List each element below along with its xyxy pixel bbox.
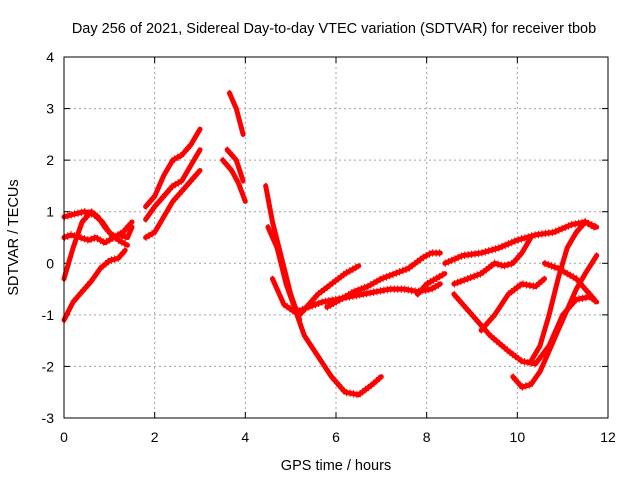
series-trace-9-texture [226, 146, 244, 179]
series-trace-12-texture [267, 223, 382, 393]
x-tick-label: 6 [332, 429, 340, 445]
series-trace-22 [528, 219, 597, 364]
series-trace-15-texture [326, 255, 441, 311]
y-tick-label: 4 [46, 49, 54, 65]
series-trace-7-texture [145, 167, 201, 236]
series-trace-21 [510, 253, 600, 390]
series-trace-17-texture [444, 224, 598, 267]
series-trace-10-texture [222, 162, 247, 205]
y-tick-label: 1 [46, 204, 54, 220]
x-tick-label: 4 [241, 429, 249, 445]
x-tick-label: 8 [423, 429, 431, 445]
series-trace-17-texture [444, 218, 598, 261]
x-tick-label: 10 [510, 429, 526, 445]
series-trace-7-texture [145, 173, 201, 242]
series-trace-15 [324, 250, 443, 310]
series-trace-23 [542, 260, 597, 302]
series-trace-12-texture [267, 229, 382, 399]
y-tick-label: -3 [42, 410, 55, 426]
plot-series [61, 89, 600, 399]
series-trace-3 [61, 209, 130, 248]
series-trace-16 [415, 271, 448, 297]
series-trace-14 [297, 263, 362, 318]
series-trace-9-texture [226, 152, 244, 185]
series-trace-13 [270, 276, 443, 315]
series-trace-15-texture [326, 249, 441, 305]
series-trace-19 [478, 276, 547, 333]
series-trace-2 [61, 224, 135, 246]
series-trace-3-texture [63, 207, 128, 243]
x-tick-label: 12 [600, 429, 616, 445]
series-trace-18-texture [453, 296, 598, 368]
series-trace-12 [265, 224, 384, 398]
series-trace-7 [143, 168, 203, 240]
series-trace-4-texture [63, 252, 126, 324]
series-trace-4 [61, 247, 128, 323]
series-trace-8 [227, 90, 246, 137]
series-trace-10 [220, 157, 248, 204]
y-tick-label: 3 [46, 101, 54, 117]
series-trace-10-texture [222, 156, 247, 199]
chart-title: Day 256 of 2021, Sidereal Day-to-day VTE… [72, 21, 596, 37]
x-tick-label: 0 [60, 429, 68, 445]
series-trace-11-texture [264, 182, 301, 318]
y-tick-label: 0 [46, 255, 54, 271]
y-tick-label: -1 [42, 307, 55, 323]
x-tick-label: 2 [151, 429, 159, 445]
y-tick-label: -2 [42, 358, 55, 374]
series-trace-5 [143, 126, 203, 210]
y-axis-label: SDTVAR / TECUs [6, 179, 22, 295]
series-trace-17 [442, 219, 600, 266]
series-trace-20 [451, 235, 534, 287]
series-trace-18 [451, 291, 600, 367]
series-trace-3-texture [63, 213, 128, 249]
series-trace-9 [224, 147, 246, 184]
plot-frame [63, 56, 609, 419]
series-trace-6 [143, 147, 203, 222]
x-axis-label: GPS time / hours [281, 458, 391, 474]
y-tick-label: 2 [46, 152, 54, 168]
